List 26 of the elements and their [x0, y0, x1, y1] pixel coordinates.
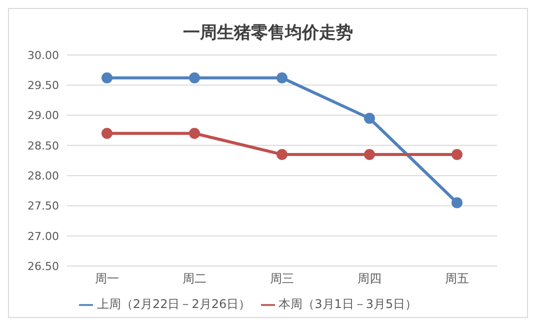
- point: [102, 72, 112, 84]
- point: [364, 112, 375, 124]
- y-tick-label: 26.50: [28, 260, 59, 273]
- y-tick-label: 29.00: [28, 109, 59, 122]
- legend-label: 上周（2月22日－2月26日）: [96, 297, 251, 311]
- y-tick-label: 27.00: [28, 230, 59, 243]
- point: [189, 128, 200, 139]
- point: [102, 128, 112, 139]
- y-tick-label: 29.50: [28, 79, 59, 92]
- y-tick-label: 27.50: [28, 200, 59, 213]
- chart-title: 一周生猪零售均价走势: [182, 22, 354, 45]
- point: [452, 197, 462, 208]
- y-tick-label: 28.00: [28, 169, 59, 182]
- x-tick-label: 周四: [358, 272, 382, 286]
- point: [276, 72, 288, 84]
- x-tick-label: 周五: [445, 272, 469, 286]
- point: [276, 148, 288, 160]
- y-tick-label: 28.50: [28, 139, 59, 152]
- x-tick-label: 周一: [95, 272, 119, 286]
- x-tick-label: 周三: [270, 272, 294, 286]
- y-tick-label: 30.00: [28, 48, 59, 62]
- point: [364, 148, 375, 160]
- point: [452, 148, 462, 160]
- x-tick-label: 周二: [182, 272, 206, 286]
- point: [189, 72, 200, 84]
- legend-label: 本周（3月1日－3月5日）: [278, 297, 418, 311]
